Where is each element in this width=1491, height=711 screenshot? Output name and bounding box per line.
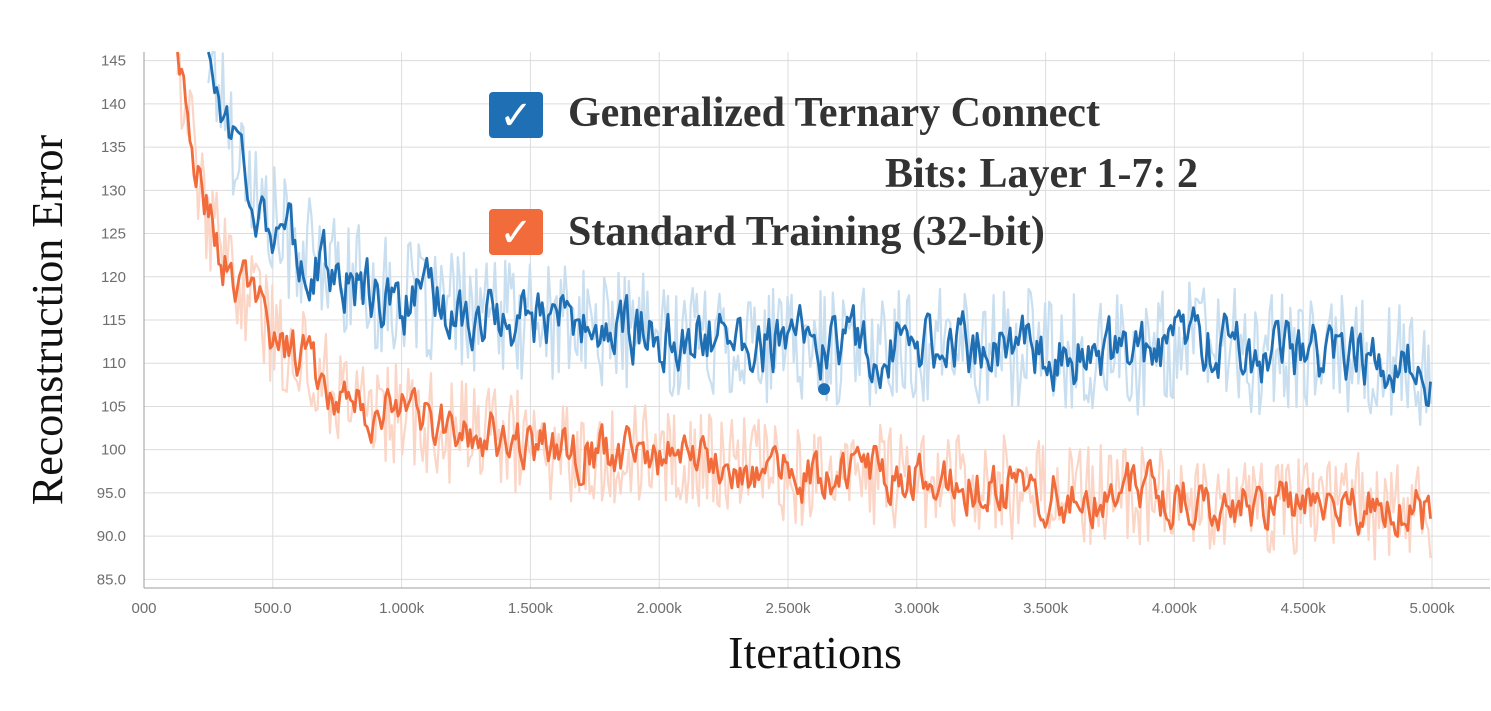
y-tick-label: 85.0 [97,571,126,588]
x-tick-label: 5.000k [1409,600,1455,617]
legend-item-standard[interactable]: ✓ Standard Training (32-bit) [489,209,1045,256]
check-icon: ✓ [499,210,533,256]
legend-sublabel-ternary: Bits: Layer 1-7: 2 [885,151,1198,197]
y-tick-label: 95.0 [97,485,126,502]
y-tick-label: 145 [101,53,126,70]
y-tick-label: 135 [101,139,126,156]
x-tick-label: 1.500k [508,600,554,617]
y-tick-label: 90.0 [97,528,126,545]
series-marker [818,383,831,396]
x-tick-label: 3.500k [1023,600,1069,617]
series-line-0 [207,51,1432,408]
y-tick-label: 100 [101,442,126,459]
legend-checkbox-standard[interactable] [489,209,543,255]
x-tick-label: 2.000k [637,600,683,617]
x-tick-label: 4.000k [1152,600,1198,617]
check-icon: ✓ [499,93,533,139]
legend-label-ternary: Generalized Ternary Connect [568,90,1100,136]
x-tick-label: 4.500k [1281,600,1327,617]
x-tick-label: 2.500k [765,600,811,617]
smoothed-series-layer [176,51,1432,538]
x-tick-label: 000 [131,600,156,617]
axes [143,52,1490,589]
y-tick-label: 105 [101,398,126,415]
raw-series-layer [176,50,1432,561]
series-raw-line-1 [176,52,1432,561]
y-tick-label: 125 [101,226,126,243]
series-line-1 [176,51,1432,538]
y-tick-label: 140 [101,96,126,113]
y-tick-label: 130 [101,182,126,199]
legend: ✓ Generalized Ternary Connect Bits: Laye… [489,90,1198,256]
y-tick-label: 110 [102,355,126,372]
legend-checkbox-ternary[interactable] [489,92,543,138]
x-tick-labels: 000 500.0 1.000k 1.500k 2.000k 2.500k 3.000k 3.… [131,600,1455,617]
legend-label-standard: Standard Training (32-bit) [568,209,1045,255]
y-tick-labels: 85.0 90.0 95.0 100 105 110 115 120 125 130 135 140 1… [97,53,126,589]
x-tick-label: 1.000k [379,600,425,617]
x-tick-label: 3.000k [894,600,940,617]
series-raw-line-0 [207,50,1432,426]
x-axis-title: Iterations [728,627,902,678]
x-tick-label: 500.0 [254,600,292,617]
marker-layer [818,383,831,396]
y-axis-title: Reconstruction Error [23,135,72,506]
y-tick-label: 120 [101,269,126,286]
legend-item-ternary[interactable]: ✓ Generalized Ternary Connect Bits: Laye… [489,90,1198,197]
y-tick-label: 115 [102,312,126,329]
